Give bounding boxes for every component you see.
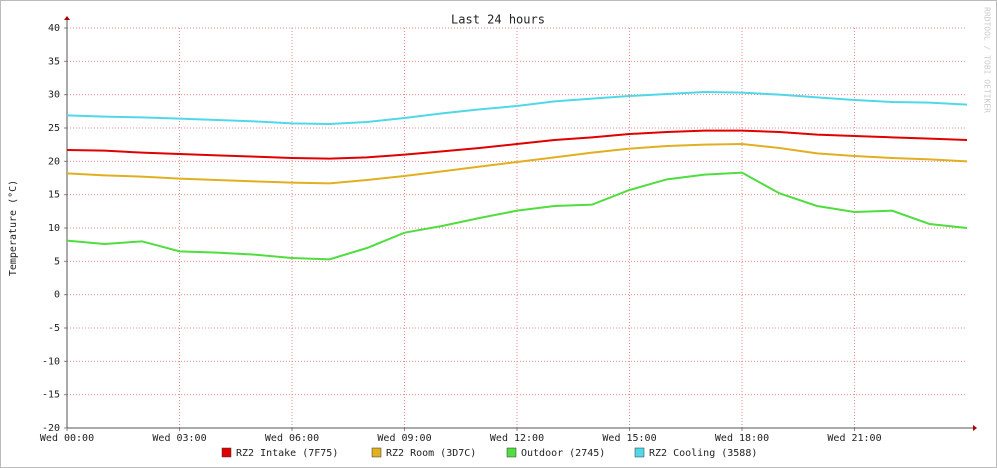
y-axis-label: Temperature (°C) (8, 180, 19, 276)
y-tick-label: 10 (48, 223, 60, 234)
data-line (66, 142, 968, 185)
legend-label: RZ2 Cooling (3588) (649, 448, 757, 459)
watermark: RRDTOOL / TOBI OETIKER (983, 7, 992, 113)
x-tick-label: Wed 15:00 (602, 433, 656, 444)
x-tick-label: Wed 18:00 (715, 433, 769, 444)
legend-swatch (506, 447, 517, 458)
y-tick-label: 0 (54, 290, 60, 301)
y-tick-label: 25 (48, 123, 60, 134)
x-tick-label: Wed 06:00 (265, 433, 319, 444)
data-line (66, 90, 968, 126)
y-tick-label: -20 (42, 423, 60, 434)
y-tick-label: -15 (42, 390, 60, 401)
chart-title: Last 24 hours (451, 13, 545, 27)
y-tick-label: -5 (48, 323, 60, 334)
x-tick-label: Wed 12:00 (490, 433, 544, 444)
x-axis-arrow (973, 425, 977, 431)
x-tick-label: Wed 09:00 (377, 433, 431, 444)
y-tick-label: 30 (48, 90, 60, 101)
x-tick-label: Wed 00:00 (40, 433, 94, 444)
data-line (66, 171, 968, 261)
legend-swatch (371, 447, 382, 458)
x-tick-label: Wed 21:00 (827, 433, 881, 444)
y-tick-label: 35 (48, 56, 60, 67)
x-tick-label: Wed 03:00 (152, 433, 206, 444)
y-axis-arrow (64, 16, 70, 20)
legend-swatch (634, 447, 645, 458)
y-tick-label: 5 (54, 256, 60, 267)
legend-label: RZ2 Room (3D7C) (386, 448, 476, 459)
data-line (66, 129, 968, 160)
y-tick-label: 20 (48, 156, 60, 167)
y-tick-label: -10 (42, 356, 60, 367)
y-tick-label: 40 (48, 23, 60, 34)
y-tick-label: 15 (48, 190, 60, 201)
legend-swatch (221, 447, 232, 458)
legend-label: RZ2 Intake (7F75) (236, 448, 338, 459)
legend-label: Outdoor (2745) (521, 448, 605, 459)
